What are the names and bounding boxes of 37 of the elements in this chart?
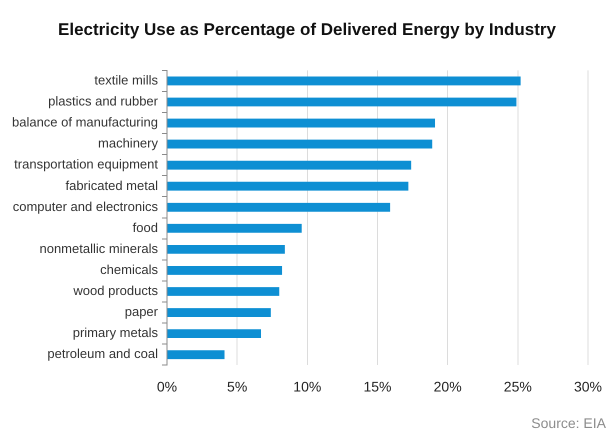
bar xyxy=(167,266,282,275)
y-tick-label: fabricated metal xyxy=(65,178,158,193)
bar xyxy=(167,160,412,170)
x-tick-label: 20% xyxy=(434,378,462,394)
x-tick-label: 30% xyxy=(574,378,602,394)
x-tick-label: 15% xyxy=(363,378,392,394)
bar xyxy=(167,140,432,149)
y-tick-label: wood products xyxy=(72,283,158,298)
source-note: Source: EIA xyxy=(531,415,607,431)
bar xyxy=(167,244,285,254)
bar xyxy=(167,98,516,106)
y-tick-label: nonmetallic minerals xyxy=(39,240,158,256)
bar xyxy=(167,308,271,317)
y-tick-label: paper xyxy=(124,304,159,320)
bar xyxy=(167,224,302,233)
x-tick-label: 0% xyxy=(156,378,178,394)
y-tick-label: computer and electronics xyxy=(12,198,158,214)
bar xyxy=(167,287,280,296)
y-tick-label: plastics and rubber xyxy=(48,94,159,109)
y-tick-label: balance of manufacturing xyxy=(12,114,158,130)
y-tick-label: machinery xyxy=(98,136,158,151)
y-tick-label: transportation equipment xyxy=(14,156,158,172)
x-tick-label: 5% xyxy=(227,378,248,394)
y-tick-label: food xyxy=(132,220,158,235)
y-tick-label: primary metals xyxy=(72,325,158,340)
bar xyxy=(167,76,521,86)
y-tick-label: chemicals xyxy=(100,262,158,278)
bar xyxy=(167,350,225,360)
chart-title: Electricity Use as Percentage of Delivered Energy by Industry xyxy=(58,20,556,39)
y-tick-label: petroleum and coal xyxy=(47,346,158,362)
bar xyxy=(167,329,262,338)
x-tick-label: 25% xyxy=(504,378,532,394)
bar xyxy=(167,202,390,212)
y-tick-label: textile mills xyxy=(94,72,158,88)
bar xyxy=(167,118,436,128)
x-tick-label: 10% xyxy=(293,378,322,394)
bar xyxy=(167,182,408,191)
